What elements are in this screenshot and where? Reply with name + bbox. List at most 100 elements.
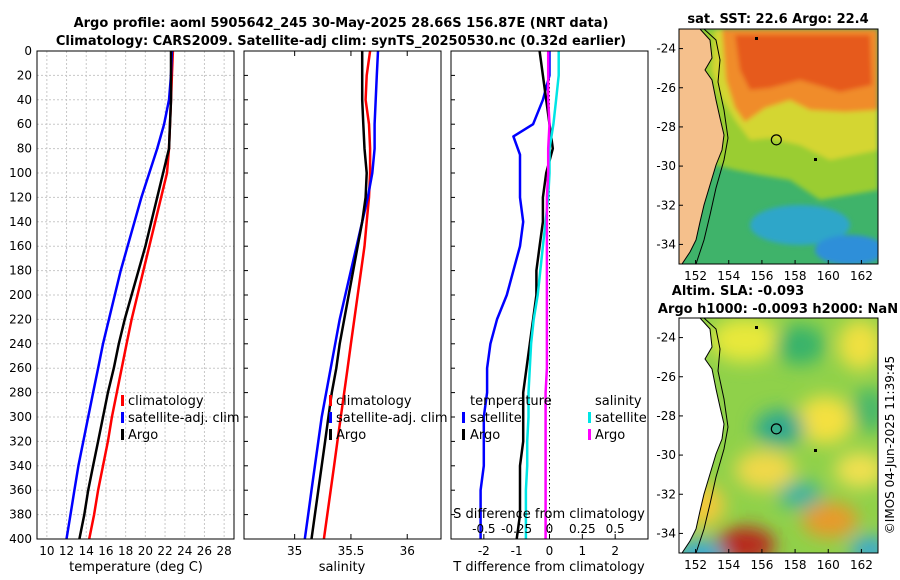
longitude-tick-label: 162 — [850, 269, 873, 283]
salinity-tick-label: 35 — [287, 544, 302, 558]
legend-swatch-s-argo — [588, 429, 591, 440]
salinity-lines — [303, 51, 380, 539]
legend-swatch-argo — [329, 429, 332, 440]
series-line-satellite-adj-clim — [65, 51, 174, 539]
latitude-tick-label: -32 — [656, 198, 676, 212]
depth-tick-label: 180 — [9, 264, 32, 278]
temperature-tick-label: 20 — [138, 544, 153, 558]
imos-credit: ©IMOS 04-Jun-2025 11:39:45 — [883, 356, 897, 534]
depth-tick-label: 20 — [17, 68, 32, 82]
temperature-legend: climatology satellite-adj. clim Argo — [121, 394, 240, 443]
temperature-tick-label: 28 — [217, 544, 232, 558]
latitude-tick-label: -30 — [656, 159, 676, 173]
longitude-tick-label: 156 — [750, 269, 773, 283]
sla-high-patch — [735, 450, 795, 490]
series-line-t-satellite — [479, 51, 551, 539]
sla-map-ticks: 152 154 156 158 160 162 -24 -26 -28 -30 -32 -34 — [656, 331, 872, 572]
temperature-tick-label: 26 — [197, 544, 212, 558]
sla-island-marker — [814, 449, 817, 452]
difference-tick-label: 0 — [546, 544, 554, 558]
temperature-tick-label: 16 — [98, 544, 113, 558]
sla-map-frame — [678, 317, 879, 554]
latitude-tick-label: -28 — [656, 409, 676, 423]
series-line-argo — [78, 51, 173, 539]
series-line-s-satellite — [524, 51, 560, 539]
difference-ticks: -2 -1 0 1 2 -0.5 -0.25 0 0.25 0.5 — [451, 50, 625, 558]
sla-low-patch — [852, 388, 878, 432]
sst-map-panel: sat. SST: 22.6 Argo: 22.4 152 154 156 158 16… — [656, 12, 879, 283]
difference-tick-label: -1 — [511, 544, 523, 558]
sst-cool-patch — [750, 205, 850, 245]
sst-island-marker — [814, 158, 817, 161]
s-difference-tick-label: -0.25 — [501, 522, 532, 536]
difference-tick-label: 2 — [611, 544, 619, 558]
temperature-xlabel: temperature (deg C) — [69, 560, 203, 575]
salinity-tick-label: 36 — [400, 544, 415, 558]
sst-cool-patch-2 — [815, 235, 878, 264]
temperature-panel: 0 20 40 60 80 100 120 140 160 180 200 220 240 260 280 3… — [9, 44, 240, 575]
legend-label-climatology: climatology — [128, 394, 204, 409]
latitude-tick-label: -28 — [656, 120, 676, 134]
sla-low-patch — [850, 536, 878, 553]
t-difference-xlabel: T difference from climatology — [452, 560, 645, 575]
depth-tick-label: 320 — [9, 434, 32, 448]
longitude-tick-label: 156 — [750, 558, 773, 572]
latitude-tick-label: -24 — [656, 331, 676, 345]
legend-swatch-satellite — [329, 412, 332, 423]
sla-high-patch — [838, 320, 878, 370]
depth-tick-label: 140 — [9, 215, 32, 229]
sst-map-ticks: 152 154 156 158 160 162 -24 -26 -28 -30 -32 -34 — [656, 42, 872, 283]
legend-label-argo: Argo — [336, 428, 366, 443]
legend-title-temperature: temperature — [470, 394, 552, 409]
latitude-tick-label: -34 — [656, 237, 676, 251]
sla-field — [679, 318, 878, 553]
salinity-panel: 35 35.5 36 salinity climatology satellite-… — [243, 50, 448, 575]
s-difference-tick-label: 0 — [546, 522, 554, 536]
latitude-tick-label: -30 — [656, 448, 676, 462]
sst-land-australia — [679, 29, 725, 264]
legend-swatch-climatology — [329, 395, 332, 406]
series-line-argo — [310, 51, 368, 539]
temperature-tick-label: 12 — [59, 544, 74, 558]
s-difference-xlabel: S difference from climatology — [453, 507, 645, 522]
temperature-tick-label: 24 — [177, 544, 192, 558]
difference-tick-label: 1 — [579, 544, 587, 558]
legend-label-t-satellite: satellite — [470, 411, 522, 426]
difference-lines — [479, 51, 560, 539]
salinity-legend: climatology satellite-adj. clim Argo — [329, 394, 448, 443]
legend-label-satellite: satellite-adj. clim — [336, 411, 448, 426]
depth-tick-label: 120 — [9, 190, 32, 204]
sla-shelf-contour — [695, 318, 729, 553]
temperature-axes-frame — [36, 50, 235, 540]
sla-low-patch — [775, 325, 825, 365]
longitude-tick-label: 162 — [850, 558, 873, 572]
series-line-s-argo — [544, 51, 551, 539]
depth-tick-label: 80 — [17, 142, 32, 156]
latitude-tick-label: -26 — [656, 81, 676, 95]
s-difference-tick-label: -0.5 — [472, 522, 495, 536]
sst-island-marker — [755, 37, 758, 40]
s-difference-tick-label: 0.5 — [606, 522, 625, 536]
legend-label-satellite: satellite-adj. clim — [128, 411, 240, 426]
depth-tick-label: 60 — [17, 117, 32, 131]
legend-swatch-satellite — [121, 412, 124, 423]
sla-high-patch — [802, 502, 858, 538]
sla-high-patch — [835, 452, 878, 488]
latitude-tick-label: -24 — [656, 42, 676, 56]
legend-swatch-s-satellite — [588, 412, 591, 423]
sla-high-patch — [797, 396, 853, 444]
sla-low-patch — [778, 481, 822, 509]
depth-tick-label: 400 — [9, 532, 32, 546]
temperature-lines — [65, 51, 175, 539]
sla-map-title: Altim. SLA: -0.093 — [672, 284, 804, 299]
sla-high-patch — [710, 318, 780, 362]
sla-low-patch — [679, 540, 725, 553]
salinity-tick-label: 35.5 — [338, 544, 365, 558]
longitude-tick-label: 160 — [817, 558, 840, 572]
longitude-tick-label: 152 — [684, 558, 707, 572]
temperature-tick-label: 18 — [118, 544, 133, 558]
series-line-climatology — [322, 51, 372, 539]
sla-map-subtitle: Argo h1000: -0.0093 h2000: NaN — [658, 302, 898, 317]
sla-low-patch — [755, 410, 805, 446]
depth-tick-label: 100 — [9, 166, 32, 180]
